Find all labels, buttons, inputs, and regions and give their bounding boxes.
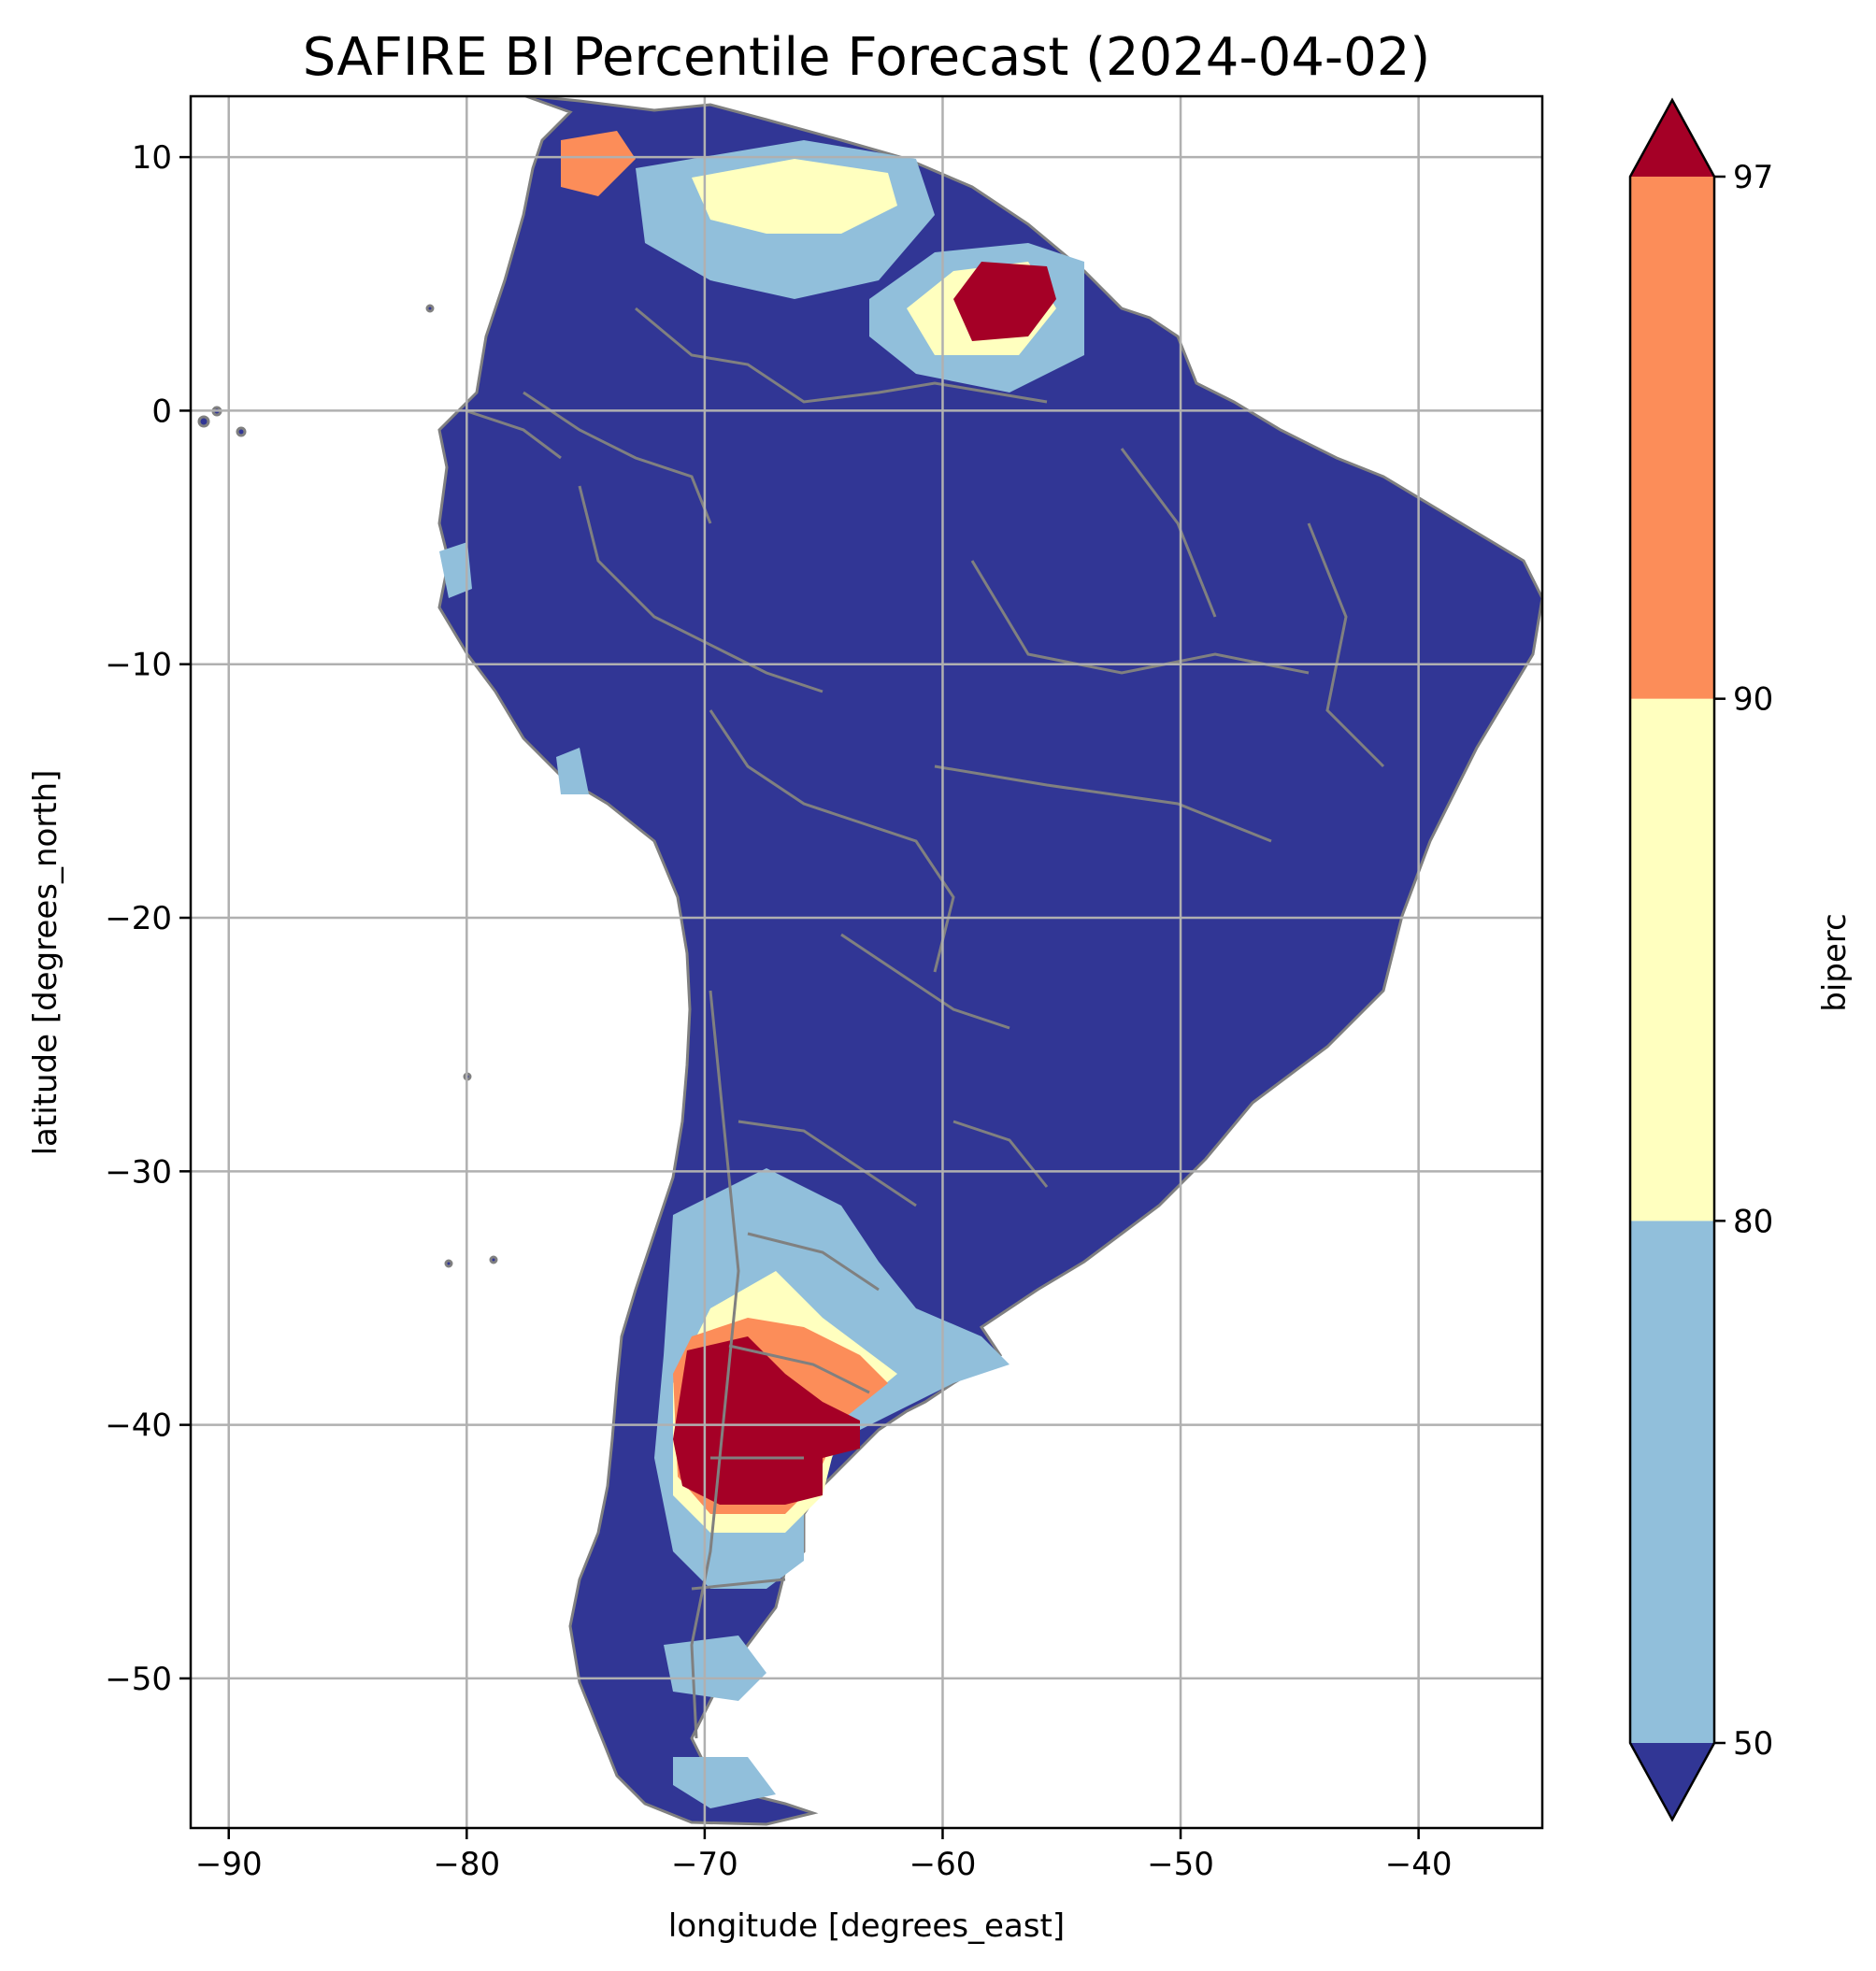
y-tick-label: −20 xyxy=(105,900,172,937)
x-tick-label: −80 xyxy=(433,1846,500,1883)
colorbar-label: biperc xyxy=(1816,913,1854,1011)
x-tick-label: −70 xyxy=(671,1846,738,1883)
y-tick-label: 0 xyxy=(151,393,172,430)
border-brazil-states xyxy=(934,448,1385,843)
island xyxy=(489,1255,498,1264)
galapagos-island xyxy=(197,415,210,428)
island xyxy=(425,304,435,313)
y-axis: 10 0 −10 −20 −30 −40 −50 xyxy=(105,139,191,1698)
patch-tierra-del-fuego xyxy=(673,1757,776,1808)
colorbar-segment xyxy=(1630,1221,1714,1743)
x-tick-label: −40 xyxy=(1385,1846,1453,1883)
border-colombia xyxy=(523,391,712,524)
x-tick-label: −50 xyxy=(1147,1846,1214,1883)
patch-peru-coast xyxy=(439,542,472,598)
patch-colombia-orange xyxy=(561,131,636,196)
x-axis-label: longitude [degrees_east] xyxy=(668,1907,1065,1945)
colorbar-tick-label: 80 xyxy=(1733,1203,1773,1240)
x-tick-label: −60 xyxy=(909,1846,977,1883)
colorbar-extend-bottom xyxy=(1630,1743,1714,1820)
border-chile-argentina xyxy=(690,990,740,1739)
map-layer xyxy=(191,96,1542,1828)
galapagos-island xyxy=(236,426,247,437)
colorbar-segment xyxy=(1630,177,1714,699)
x-tick-label: −90 xyxy=(195,1846,263,1883)
colorbar: 50 80 90 97 xyxy=(1628,97,1773,1822)
grid-vertical xyxy=(227,96,1420,1828)
y-axis-label: latitude [degrees_north] xyxy=(27,770,64,1156)
patch-guiana-red xyxy=(953,262,1056,341)
plot-frame xyxy=(189,94,1544,1830)
border-bolivia xyxy=(709,709,955,973)
colorbar-tick-label: 90 xyxy=(1733,681,1773,719)
colorbar-extend-top xyxy=(1630,100,1714,177)
border-ecuador xyxy=(466,409,562,460)
y-tick-label: −50 xyxy=(105,1661,172,1698)
grid-horizontal xyxy=(191,155,1542,1680)
colorbar-tick-label: 97 xyxy=(1733,159,1773,196)
admin-borders xyxy=(466,307,1385,1739)
patch-patagonia-south xyxy=(664,1635,766,1701)
island xyxy=(444,1259,453,1268)
chart-title: SAFIRE BI Percentile Forecast (2024-04-0… xyxy=(303,27,1430,88)
border-argentina-provinces xyxy=(691,1120,917,1591)
border-venezuela-brazil xyxy=(635,307,1048,404)
x-axis: −90 −80 −70 −60 −50 −40 xyxy=(195,1828,1453,1883)
y-tick-label: −10 xyxy=(105,647,172,684)
y-tick-label: −40 xyxy=(105,1407,172,1445)
border-peru-brazil xyxy=(578,485,823,693)
y-tick-label: 10 xyxy=(132,139,172,177)
patch-peru-south xyxy=(556,748,589,794)
y-tick-label: −30 xyxy=(105,1153,172,1191)
patch-venezuela-yellow xyxy=(692,159,897,234)
border-paraguay xyxy=(840,933,1010,1030)
colorbar-tick-label: 50 xyxy=(1733,1725,1773,1763)
colorbar-segment xyxy=(1630,698,1714,1221)
